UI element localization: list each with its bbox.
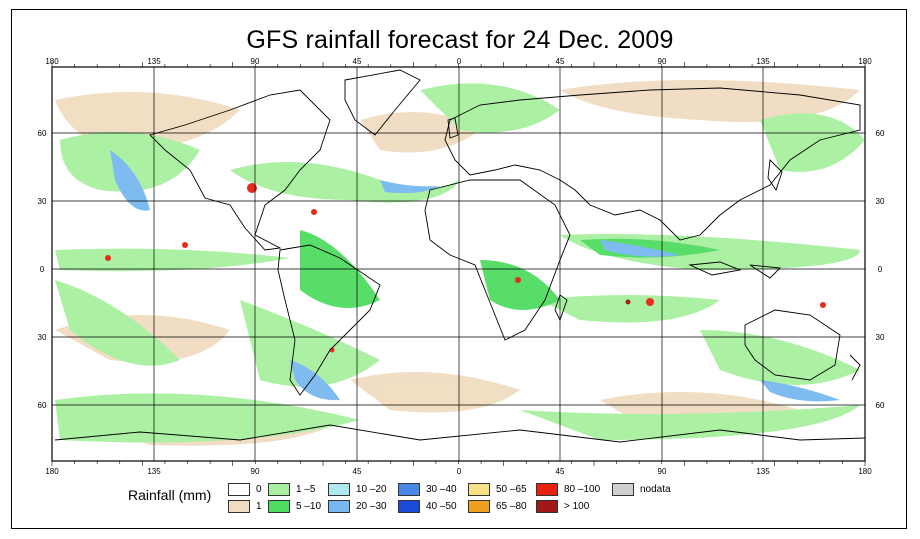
right-tick-label: 0	[878, 265, 883, 274]
north-america-outline	[149, 89, 331, 251]
legend-label: 5 –10	[296, 501, 322, 512]
legend-label: 40 –50	[426, 501, 457, 512]
legend-item: > 100	[536, 500, 589, 513]
left-tick-label: 30	[38, 197, 47, 206]
right-tick-label: 60	[876, 129, 885, 138]
legend-swatch	[468, 483, 490, 496]
bottom-tick-label: 45	[353, 467, 362, 476]
right-axis: 60 30 0 30 60	[876, 129, 885, 410]
legend-item: 40 –50	[398, 500, 457, 513]
rainfall-field	[55, 80, 865, 446]
bottom-tick-label: 0	[457, 467, 462, 476]
bottom-axis: 180 135 90 45 0 45 90 135 180	[45, 467, 872, 476]
legend-label: 1 –5	[296, 484, 316, 495]
new-zealand-outline	[849, 354, 861, 381]
legend-swatch	[228, 483, 250, 496]
legend-label: 10 –20	[356, 484, 387, 495]
bottom-tick-label: 180	[45, 467, 59, 476]
legend-swatch	[268, 500, 290, 513]
bottom-tick-label: 45	[556, 467, 565, 476]
legend-swatch	[228, 500, 250, 513]
legend-item: 50 –65	[468, 483, 527, 496]
map-title: GFS rainfall forecast for 24 Dec. 2009	[246, 26, 674, 54]
legend-label: 30 –40	[426, 484, 457, 495]
bottom-tick-label: 135	[147, 467, 161, 476]
legend-label: 1	[256, 501, 262, 512]
top-tick-label: 90	[658, 57, 667, 66]
right-tick-label: 60	[876, 401, 885, 410]
legend-item: 0	[228, 483, 262, 496]
legend-item: 65 –80	[468, 500, 527, 513]
legend-swatch	[328, 500, 350, 513]
bottom-tick-label: 90	[251, 467, 260, 476]
legend-item: 1	[228, 500, 262, 513]
legend-item: 1 –5	[268, 483, 315, 496]
left-tick-label: 30	[38, 333, 47, 342]
legend-item: 20 –30	[328, 500, 387, 513]
figure-frame	[11, 9, 907, 529]
antarctica-outline	[54, 424, 866, 443]
legend-item: 30 –40	[398, 483, 457, 496]
legend-label: 20 –30	[356, 501, 387, 512]
top-axis: 180 135 90 45 0 45 90 135 180	[45, 57, 872, 66]
legend-item: 5 –10	[268, 500, 321, 513]
right-tick-label: 30	[876, 333, 885, 342]
top-tick-label: 90	[251, 57, 260, 66]
bottom-tick-label: 135	[756, 467, 770, 476]
legend-swatch	[612, 483, 634, 496]
top-tick-label: 180	[858, 57, 872, 66]
top-tick-label: 45	[353, 57, 362, 66]
legend-item: 80 –100	[536, 483, 600, 496]
legend-label: 50 –65	[496, 484, 527, 495]
top-tick-label: 135	[756, 57, 770, 66]
legend-swatch	[536, 483, 558, 496]
legend: Rainfall (mm) 0 1 1 –5 5 –10 10 –20 20 –…	[128, 483, 688, 523]
greenland-outline	[344, 69, 421, 136]
south-america-outline	[277, 244, 381, 396]
left-axis: 60 30 0 30 60	[38, 129, 47, 410]
legend-swatch	[536, 500, 558, 513]
bottom-tick-label: 180	[858, 467, 872, 476]
top-tick-label: 0	[457, 57, 462, 66]
graticule	[52, 67, 865, 461]
top-tick-label: 45	[556, 57, 565, 66]
legend-title: Rainfall (mm)	[128, 487, 212, 503]
left-tick-label: 60	[38, 401, 47, 410]
legend-swatch	[398, 500, 420, 513]
right-tick-label: 30	[876, 197, 885, 206]
legend-swatch	[468, 500, 490, 513]
legend-label: > 100	[564, 501, 590, 512]
legend-label: nodata	[640, 484, 671, 495]
top-tick-label: 180	[45, 57, 59, 66]
eurasia-outline	[444, 87, 861, 241]
legend-label: 65 –80	[496, 501, 527, 512]
australia-outline	[744, 309, 841, 381]
legend-swatch	[328, 483, 350, 496]
legend-item: nodata	[612, 483, 671, 496]
legend-item: 10 –20	[328, 483, 387, 496]
africa-outline	[424, 179, 571, 341]
left-tick-label: 0	[40, 265, 45, 274]
bottom-tick-label: 90	[658, 467, 667, 476]
tick-marks	[51, 62, 866, 466]
legend-swatch	[268, 483, 290, 496]
top-tick-label: 135	[147, 57, 161, 66]
land-outlines	[54, 69, 866, 443]
legend-label: 80 –100	[564, 484, 601, 495]
left-tick-label: 60	[38, 129, 47, 138]
legend-swatch	[398, 483, 420, 496]
legend-label: 0	[256, 484, 262, 495]
